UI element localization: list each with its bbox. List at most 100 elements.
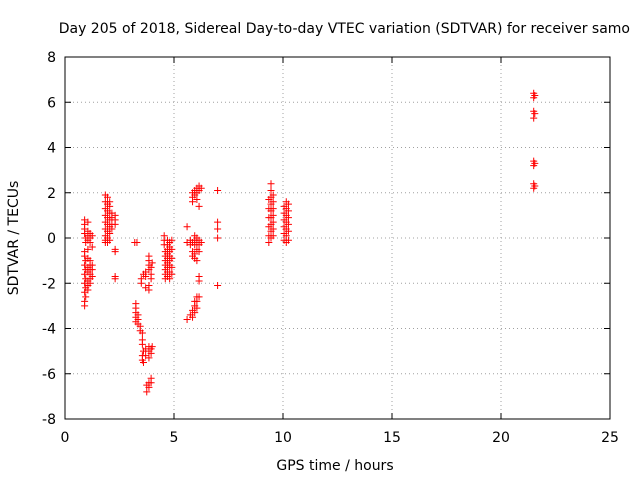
data-point [267,186,275,194]
data-point [214,186,222,194]
data-point [214,218,222,226]
x-axis-label: GPS time / hours [276,458,393,474]
data-point [531,91,539,99]
y-tick-label: -6 [42,367,56,383]
data-point [284,227,292,235]
x-tick-label: 15 [383,430,401,446]
data-point [282,232,290,240]
data-point [195,293,203,301]
grid-lines [65,57,610,419]
data-point [145,354,153,362]
data-point [88,243,96,251]
data-point [168,270,176,278]
data-point [284,236,292,244]
data-point [82,293,90,301]
data-point [138,340,146,348]
data-point [531,110,539,118]
x-tick-label: 0 [61,430,70,446]
data-point [148,259,156,267]
data-point [106,229,114,237]
y-tick-label: -8 [42,412,56,428]
data-point [531,159,539,167]
data-point [106,236,114,244]
tick-labels: 0 5 10 15 20 25 -8 -6 -4 -2 0 2 4 6 8 [42,50,619,446]
data-point [284,220,292,228]
data-point [147,275,155,283]
data-point [531,182,539,190]
data-point [86,279,94,287]
data-point [168,254,176,262]
data-point [193,257,201,265]
data-point [193,196,201,204]
data-point [108,225,116,233]
data-point [284,207,292,215]
data-point [168,263,176,271]
x-tick-label: 5 [170,430,179,446]
data-point [88,232,96,240]
data-point [147,379,155,387]
y-axis-label: SDTVAR / TECUs [6,181,22,296]
data-point [147,349,155,357]
x-tick-label: 25 [601,430,619,446]
data-point [183,223,191,231]
data-point [269,191,277,199]
data-point [84,245,92,253]
data-point [133,239,141,247]
data-point [269,205,277,213]
data-point [267,180,275,188]
data-point [193,304,201,312]
data-point [84,218,92,226]
axis-ticks [64,56,611,420]
data-point [111,248,119,256]
y-tick-label: 2 [47,186,56,202]
data-point [269,218,277,226]
data-point [84,286,92,294]
data-point [195,202,203,210]
y-tick-label: -2 [42,276,56,292]
data-point [111,275,119,283]
data-point [284,200,292,208]
data-point [191,309,199,317]
data-point [197,239,205,247]
data-point [166,275,174,283]
data-point [284,214,292,222]
data-point [81,302,89,310]
y-tick-label: 6 [47,95,56,111]
data-point [138,329,146,337]
data-point [530,114,538,122]
data-point [193,297,201,305]
y-tick-label: 4 [47,141,56,157]
data-point [168,236,176,244]
data-point [145,286,153,294]
data-point [214,282,222,290]
data-point [195,277,203,285]
data-point [183,315,191,323]
x-tick-label: 20 [492,430,510,446]
data-point [197,184,205,192]
data-point [148,343,156,351]
x-tick-label: 10 [274,430,292,446]
data-point [145,383,153,391]
data-point [265,239,273,247]
data-point [139,358,147,366]
data-point [88,266,96,274]
data-point [111,220,119,228]
data-point [214,225,222,233]
data-point [195,248,203,256]
data-point [137,279,145,287]
data-point [269,225,277,233]
data-point [189,313,197,321]
data-point [106,202,114,210]
data-point [269,198,277,206]
y-tick-label: 0 [47,231,56,247]
data-point [214,234,222,242]
y-tick-label: -4 [42,322,56,338]
data-point [142,272,150,280]
data-point [143,388,151,396]
data-point [88,272,96,280]
data-point [269,211,277,219]
data-point [147,263,155,271]
data-points [81,89,539,396]
data-point [269,232,277,240]
